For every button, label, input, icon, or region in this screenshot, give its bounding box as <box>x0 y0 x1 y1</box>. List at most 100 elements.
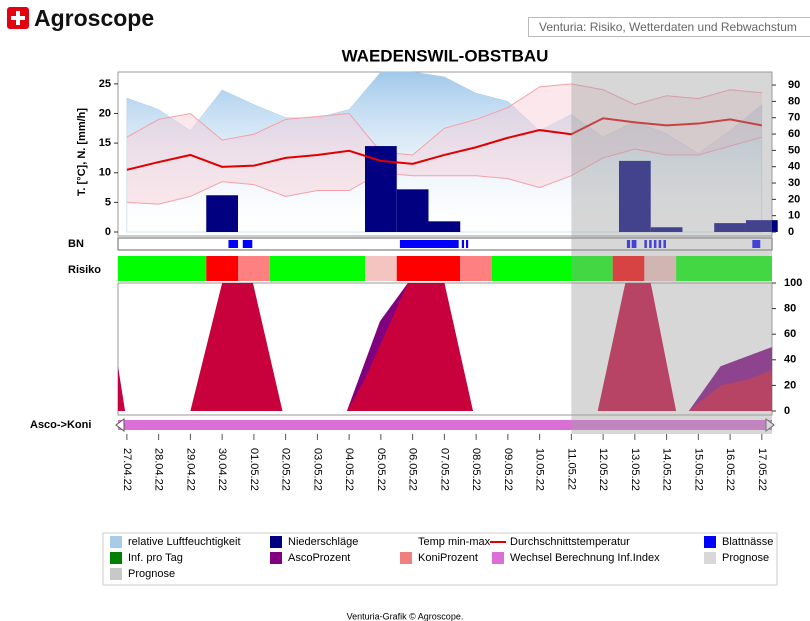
risk-segment <box>460 256 492 281</box>
x-tick-label: 12.05.22 <box>597 448 609 491</box>
y-tick-label: 0 <box>784 405 790 417</box>
legend-swatch <box>110 552 122 564</box>
row-label: Risiko <box>68 264 101 276</box>
leaf-wetness <box>649 240 652 248</box>
y-tick-label: 0 <box>105 226 111 238</box>
leaf-wetness <box>658 240 662 248</box>
risk-segment <box>676 256 772 281</box>
y-tick-label: 10 <box>99 167 111 179</box>
risk-segment <box>118 256 207 281</box>
temperature-line <box>126 117 763 171</box>
risk-segment <box>269 256 365 281</box>
percent-area <box>597 283 772 411</box>
legend-swatch <box>400 536 412 548</box>
x-tick-label: 28.04.22 <box>153 448 165 491</box>
x-tick-label: 02.05.22 <box>280 448 292 491</box>
x-tick-label: 14.05.22 <box>661 448 673 491</box>
y-tick-label: 80 <box>784 303 796 315</box>
chart-title: WAEDENSWIL-OBSTBAU <box>342 46 549 65</box>
y2-tick-label: 0 <box>788 226 794 238</box>
arrow <box>765 418 775 432</box>
legend-label: relative Luftfeuchtigkeit <box>128 536 241 548</box>
legend-box <box>102 532 778 586</box>
precipitation-bar <box>206 195 239 232</box>
y-tick-label: 40 <box>784 354 796 366</box>
x-tick-label: 08.05.22 <box>470 448 482 491</box>
prognosis-overlay <box>571 72 772 434</box>
risk-segment <box>491 256 613 281</box>
leaf-wetness <box>644 240 647 248</box>
leaf-wetness <box>653 240 657 248</box>
arrow <box>115 418 125 432</box>
risk-segment <box>396 256 461 281</box>
leaf-wetness <box>465 240 469 248</box>
x-tick-label: 30.04.22 <box>216 448 228 491</box>
temp-band <box>126 83 762 205</box>
y2-tick-label: 80 <box>788 95 800 107</box>
x-tick-label: 09.05.22 <box>502 448 514 491</box>
precipitation-bar <box>428 221 461 232</box>
precipitation-bar <box>364 146 397 232</box>
leaf-wetness <box>242 240 253 248</box>
precipitation-bar <box>745 220 778 232</box>
x-tick-label: 10.05.22 <box>534 448 546 491</box>
x-tick-label: 11.05.22 <box>565 448 577 490</box>
x-tick-label: 03.05.22 <box>311 448 323 491</box>
leaf-wetness <box>631 240 637 248</box>
leaf-wetness <box>626 240 631 248</box>
y-tick-label: 20 <box>99 107 111 119</box>
legend-swatch <box>492 552 504 564</box>
legend-label: Blattnässe <box>722 536 773 548</box>
legend-label: Durchschnittstemperatur <box>510 536 630 548</box>
x-tick-label: 05.05.22 <box>375 448 387 491</box>
legend-label: Niederschläge <box>288 536 358 548</box>
x-tick-label: 04.05.22 <box>343 448 355 491</box>
x-tick-label: 27.04.22 <box>121 448 133 491</box>
risk-segment <box>238 256 270 281</box>
legend-label: Temp min-max <box>418 536 491 548</box>
x-tick-label: 01.05.22 <box>248 448 260 491</box>
legend-swatch <box>704 552 716 564</box>
leaf-wetness <box>663 240 666 248</box>
y2-tick-label: 60 <box>788 128 800 140</box>
y-tick-label: 20 <box>784 379 796 391</box>
row-label: Asco->Koni <box>30 419 91 431</box>
y2-tick-label: 10 <box>788 210 800 222</box>
legend-swatch <box>704 536 716 548</box>
app-selector[interactable]: Venturia: Risiko, Wetterdaten und Rebwac… <box>528 17 810 37</box>
y2-tick-label: 30 <box>788 177 800 189</box>
brand: Agroscope <box>34 5 155 31</box>
y-tick-label: 25 <box>99 78 111 90</box>
leaf-wetness <box>228 240 239 248</box>
legend-swatch <box>270 552 282 564</box>
percent-area <box>118 283 473 411</box>
x-tick-label: 29.04.22 <box>184 448 196 491</box>
legend-label: Prognose <box>128 568 175 580</box>
x-tick-label: 15.05.22 <box>692 448 704 491</box>
precipitation-bar <box>714 223 746 232</box>
precipitation-bar <box>396 189 429 232</box>
y2-tick-label: 90 <box>788 79 800 91</box>
x-tick-label: 17.05.22 <box>756 448 768 491</box>
switch-band <box>118 420 772 430</box>
legend-label: Inf. pro Tag <box>128 552 183 564</box>
logo <box>7 7 29 29</box>
y-tick-label: 100 <box>784 277 802 289</box>
legend-swatch <box>110 568 122 580</box>
y-tick-label: 5 <box>105 196 111 208</box>
y2-tick-label: 50 <box>788 144 800 156</box>
x-tick-label: 06.05.22 <box>407 448 419 491</box>
x-tick-label: 16.05.22 <box>724 448 736 491</box>
risk-segment <box>644 256 677 281</box>
footer: Venturia-Grafik © Agroscope. <box>347 611 464 621</box>
legend-label: Prognose <box>722 552 769 564</box>
risk-segment <box>206 256 239 281</box>
leaf-wetness <box>461 240 465 248</box>
precipitation-bar <box>618 160 651 232</box>
precipitation-bar <box>650 227 683 232</box>
legend-swatch <box>270 536 282 548</box>
legend-label: AscoProzent <box>288 552 350 564</box>
risk-segment <box>364 256 397 281</box>
